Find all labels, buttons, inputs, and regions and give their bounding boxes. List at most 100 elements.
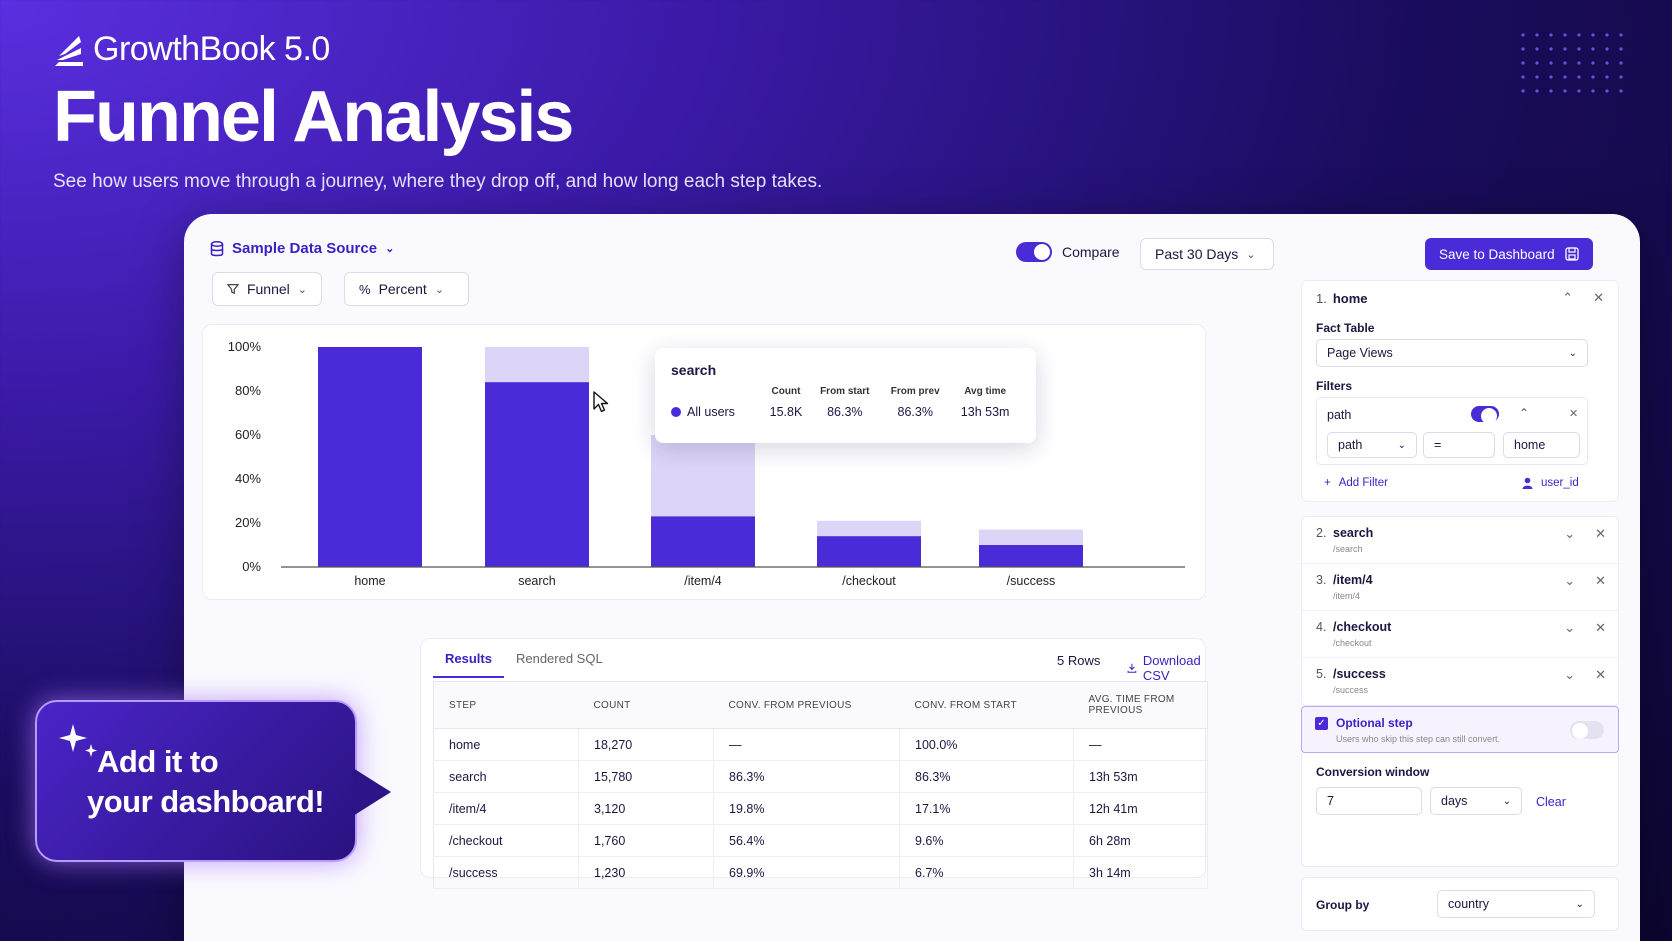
cursor-icon <box>593 391 609 413</box>
group-by-label: Group by <box>1316 898 1370 912</box>
table-cell: 1,760 <box>578 824 714 857</box>
y-tick-label: 100% <box>228 339 262 354</box>
chevron-down-icon: ⌄ <box>434 283 445 296</box>
table-cell: /checkout <box>433 824 579 857</box>
data-source-label: Sample Data Source <box>232 240 378 257</box>
chevron-up-icon[interactable]: ⌃ <box>1519 406 1530 420</box>
percent-dropdown[interactable]: % Percent ⌄ <box>344 272 469 306</box>
step-actions: ⌄ ✕ <box>1564 526 1606 542</box>
compare-toggle-group: Compare <box>1016 242 1120 262</box>
data-source-selector[interactable]: Sample Data Source ⌄ <box>210 240 394 257</box>
close-icon[interactable]: ✕ <box>1595 526 1606 541</box>
chevron-down-icon: ⌄ <box>1568 347 1577 359</box>
date-range-dropdown[interactable]: Past 30 Days ⌄ <box>1140 238 1274 270</box>
tab-rendered-sql[interactable]: Rendered SQL <box>515 651 603 666</box>
download-icon <box>1127 663 1137 673</box>
promo-callout: Add it to your dashboard! <box>35 700 391 862</box>
x-tick-label: /success <box>1007 574 1056 588</box>
conversion-window-card: Conversion window 7 days ⌄ Clear <box>1301 753 1619 867</box>
step-item-4[interactable]: 4. /checkout /checkout ⌄ ✕ <box>1302 611 1618 658</box>
clear-button[interactable]: Clear <box>1536 795 1566 809</box>
tooltip-title: search <box>671 362 717 378</box>
filter-operator[interactable]: = <box>1423 432 1495 458</box>
funnel-dropdown[interactable]: Funnel ⌄ <box>212 272 322 306</box>
brand: GrowthBook 5.0 <box>53 30 822 69</box>
x-tick-label: /checkout <box>842 574 896 588</box>
column-header: CONV. FROM PREVIOUS <box>713 681 900 729</box>
chevron-down-icon[interactable]: ⌄ <box>1564 620 1576 635</box>
callout-line-1: Add it to <box>97 744 219 779</box>
bar <box>485 382 589 567</box>
add-filter-button[interactable]: + Add Filter <box>1324 477 1388 489</box>
step-card-1: 1. home ⌃ ✕ Fact Table Page Views ⌄ Filt… <box>1301 280 1619 502</box>
chevron-down-icon: ⌄ <box>1246 248 1256 261</box>
table-cell: 86.3% <box>899 760 1074 793</box>
close-icon[interactable]: ✕ <box>1595 620 1606 635</box>
close-icon[interactable]: ✕ <box>1593 290 1604 305</box>
tooltip-header: Count <box>771 386 801 397</box>
conversion-window-input[interactable]: 7 <box>1316 787 1422 815</box>
table-cell: 6h 28m <box>1073 824 1208 857</box>
percent-icon: % <box>359 281 371 297</box>
chevron-down-icon[interactable]: ⌄ <box>1564 526 1576 541</box>
close-icon[interactable]: ✕ <box>1595 573 1606 588</box>
download-csv-button[interactable]: Download CSV <box>1127 653 1205 683</box>
close-icon[interactable]: ✕ <box>1569 408 1579 420</box>
filter-name: path <box>1327 408 1352 422</box>
table-cell: 1,230 <box>578 856 714 889</box>
chart-tooltip: search Count From start From prev Avg ti… <box>655 348 1036 443</box>
filters-label: Filters <box>1316 379 1353 393</box>
tooltip-header-blank <box>671 386 763 403</box>
save-icon <box>1564 247 1579 261</box>
fact-table-select[interactable]: Page Views ⌄ <box>1316 339 1588 367</box>
optional-step-desc: Users who skip this step can still conve… <box>1336 734 1501 744</box>
filter-toggle[interactable] <box>1471 406 1499 424</box>
step-item-3[interactable]: 3. /item/4 /item/4 ⌄ ✕ <box>1302 564 1618 611</box>
callout-tail <box>353 768 391 816</box>
compare-label: Compare <box>1062 244 1120 260</box>
group-by-select[interactable]: country ⌄ <box>1437 890 1595 918</box>
plus-icon: + <box>1324 477 1331 489</box>
conversion-window-unit-select[interactable]: days ⌄ <box>1430 787 1522 815</box>
step-header[interactable]: 1. home <box>1316 291 1368 306</box>
step-item-2[interactable]: 2. search /search ⌄ ✕ <box>1302 517 1618 564</box>
step-actions: ⌃ ✕ <box>1562 290 1604 306</box>
table-cell: 100.0% <box>899 728 1074 761</box>
y-tick-label: 0% <box>242 559 261 574</box>
table-cell: 69.9% <box>713 856 900 889</box>
sparkle-icon <box>59 724 97 757</box>
y-tick-label: 40% <box>235 471 261 486</box>
filter-field-select[interactable]: path ⌄ <box>1327 432 1417 458</box>
user-id-selector[interactable]: user_id <box>1522 477 1579 489</box>
tooltip-avg-time: 13h 53m <box>960 405 1010 419</box>
step-name: /checkout <box>1333 620 1392 634</box>
filter-value-input[interactable]: home <box>1503 432 1580 458</box>
chevron-up-icon[interactable]: ⌃ <box>1562 290 1574 305</box>
close-icon[interactable]: ✕ <box>1595 667 1606 682</box>
filter-value: home <box>1514 438 1546 452</box>
tooltip-from-prev: 86.3% <box>897 405 933 419</box>
step-path: /item/4 <box>1333 591 1361 601</box>
chevron-down-icon[interactable]: ⌄ <box>1564 573 1576 588</box>
chevron-down-icon: ⌄ <box>297 283 307 296</box>
app-panel: Sample Data Source ⌄ Funnel ⌄ % Percent … <box>184 214 1640 941</box>
chevron-down-icon: ⌄ <box>1397 439 1406 451</box>
optional-step-toggle[interactable] <box>1570 721 1604 739</box>
step-item-5[interactable]: 5. /success /success ⌄ ✕ <box>1302 658 1618 705</box>
step-number: 4. <box>1316 620 1327 634</box>
optional-step-checkbox[interactable]: ✓ <box>1315 717 1328 730</box>
group-by-card: Group by country ⌄ <box>1301 877 1619 931</box>
table-cell: home <box>433 728 579 761</box>
table-cell: 3,120 <box>578 792 714 825</box>
table-cell: /success <box>433 856 579 889</box>
table-cell: 56.4% <box>713 824 900 857</box>
save-to-dashboard-button[interactable]: Save to Dashboard <box>1425 238 1593 270</box>
date-range-label: Past 30 Days <box>1155 246 1239 262</box>
tooltip-series: All users <box>671 403 763 421</box>
compare-toggle[interactable] <box>1016 242 1052 262</box>
tab-results[interactable]: Results <box>433 639 504 678</box>
step-number: 2. <box>1316 526 1327 540</box>
step-actions: ⌄ ✕ <box>1564 573 1606 589</box>
user-id-label: user_id <box>1541 477 1579 489</box>
chevron-down-icon[interactable]: ⌄ <box>1564 667 1576 682</box>
